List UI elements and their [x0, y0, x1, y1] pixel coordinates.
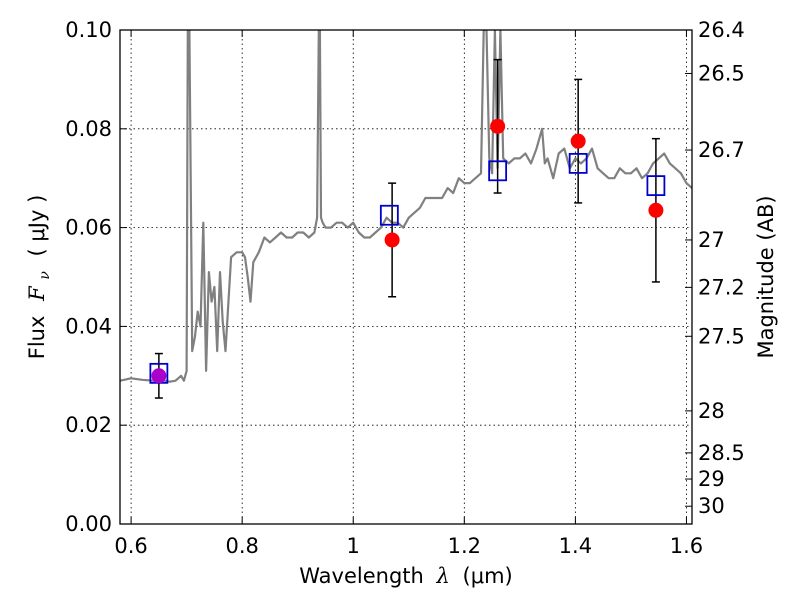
plot-contents	[120, 30, 692, 399]
model-spectrum-line	[120, 30, 692, 383]
grid-lines	[120, 29, 692, 525]
model-photometry-points	[149, 152, 666, 384]
y-tick-label: 0.10	[65, 18, 112, 42]
observed-point	[648, 202, 664, 218]
y2-tick-label: 27.2	[698, 275, 745, 299]
observed-points	[151, 118, 664, 384]
model-photometry-square	[568, 152, 588, 174]
y-tick-label: 0.08	[65, 117, 112, 141]
y2-tick-label: 26.5	[698, 61, 745, 85]
y-tick-label: 0.06	[65, 216, 112, 240]
tick-labels: 0.6 0.8 1 1.2 1.4 1.6 0.00 0.02 0.04 0.06 0.08 0.10…	[65, 18, 745, 558]
y-tick-label: 0.00	[65, 512, 112, 536]
y-axis-title-suffix: ( μJy )	[25, 195, 49, 257]
plot-frame	[119, 29, 693, 525]
x-axis-title: Wavelength λ (μm)	[299, 564, 512, 588]
model-photometry-square	[488, 160, 508, 182]
x-tick-label: 1.6	[670, 534, 703, 558]
observed-point-highlight	[151, 368, 167, 384]
observed-point	[570, 133, 586, 149]
x-tick-label: 1	[347, 534, 360, 558]
y2-tick-label: 26.7	[698, 138, 745, 162]
y2-tick-label: 30	[698, 494, 725, 518]
axis-ticks	[120, 29, 692, 525]
x-tick-label: 1.4	[559, 534, 592, 558]
error-bars	[154, 58, 660, 399]
y2-tick-label: 28.5	[698, 441, 745, 465]
y-axis-title-sub: ν	[37, 271, 53, 280]
model-spectrum	[120, 30, 692, 383]
x-axis-title-math: λ	[436, 564, 450, 588]
y-tick-label: 0.04	[65, 314, 112, 338]
y2-tick-label: 27.5	[698, 324, 745, 348]
x-axis-title-suffix: (μm)	[463, 564, 513, 588]
y-axis-title-prefix: Flux	[25, 316, 49, 360]
right-axis-title: Magnitude (AB)	[754, 195, 778, 358]
x-tick-label: 0.6	[114, 534, 147, 558]
model-photometry-square	[379, 204, 399, 226]
x-tick-label: 0.8	[225, 534, 258, 558]
y2-tick-label: 29	[698, 467, 725, 491]
y2-tick-label: 26.4	[698, 18, 745, 42]
observed-point	[384, 232, 400, 248]
x-tick-label: 1.2	[448, 534, 481, 558]
y-tick-label: 0.02	[65, 413, 112, 437]
y2-tick-label: 27	[698, 228, 725, 252]
y-axis-title-math: F	[25, 285, 49, 302]
model-photometry-square	[646, 175, 666, 197]
y2-tick-label: 28	[698, 399, 725, 423]
observed-point	[490, 118, 506, 134]
y-axis-title: Flux F ν ( μJy )	[25, 195, 54, 360]
x-axis-title-prefix: Wavelength	[299, 564, 424, 588]
